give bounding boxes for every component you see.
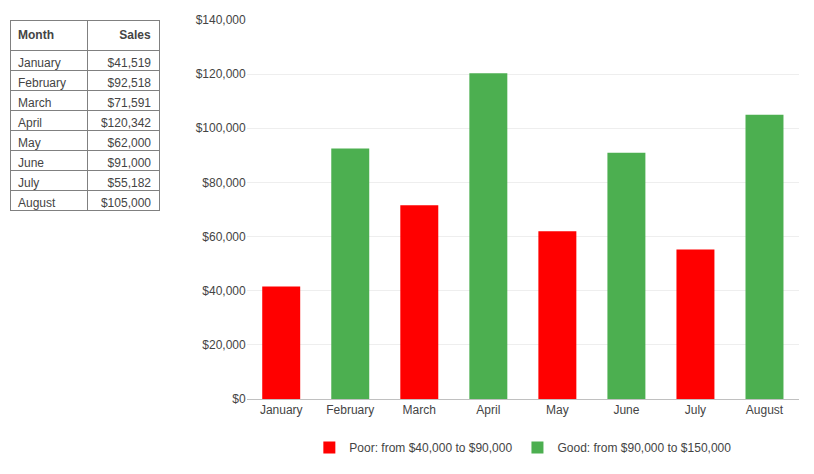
svg-text:Poor: from $40,000 to $90,000: Poor: from $40,000 to $90,000 — [349, 441, 512, 455]
svg-text:$0: $0 — [232, 392, 246, 406]
svg-text:March: March — [18, 96, 51, 110]
svg-text:January: January — [260, 403, 303, 417]
svg-text:Good: from $90,000 to $150,000: Good: from $90,000 to $150,000 — [557, 441, 731, 455]
svg-text:$105,000: $105,000 — [101, 196, 151, 210]
svg-text:August: August — [18, 196, 56, 210]
svg-text:May: May — [18, 136, 41, 150]
svg-text:$100,000: $100,000 — [196, 121, 246, 135]
svg-text:$41,519: $41,519 — [108, 56, 152, 70]
svg-text:$60,000: $60,000 — [202, 230, 246, 244]
svg-text:July: July — [18, 176, 39, 190]
svg-text:Month: Month — [18, 28, 54, 42]
svg-text:April: April — [18, 116, 42, 130]
svg-text:$40,000: $40,000 — [202, 284, 246, 298]
svg-text:$62,000: $62,000 — [108, 136, 152, 150]
svg-text:July: July — [685, 403, 706, 417]
svg-text:April: April — [476, 403, 500, 417]
svg-text:$120,000: $120,000 — [196, 67, 246, 81]
svg-text:$92,518: $92,518 — [108, 76, 152, 90]
svg-text:February: February — [326, 403, 374, 417]
svg-text:June: June — [613, 403, 639, 417]
svg-text:January: January — [18, 56, 61, 70]
svg-text:$140,000: $140,000 — [196, 13, 246, 27]
svg-text:June: June — [18, 156, 44, 170]
svg-text:Sales: Sales — [119, 28, 151, 42]
svg-text:$71,591: $71,591 — [108, 96, 152, 110]
svg-text:$55,182: $55,182 — [108, 176, 152, 190]
svg-text:$120,342: $120,342 — [101, 116, 151, 130]
svg-text:$80,000: $80,000 — [202, 176, 246, 190]
svg-text:$20,000: $20,000 — [202, 338, 246, 352]
svg-text:$91,000: $91,000 — [108, 156, 152, 170]
svg-text:May: May — [546, 403, 569, 417]
svg-text:March: March — [403, 403, 436, 417]
svg-text:August: August — [746, 403, 784, 417]
svg-text:February: February — [18, 76, 66, 90]
